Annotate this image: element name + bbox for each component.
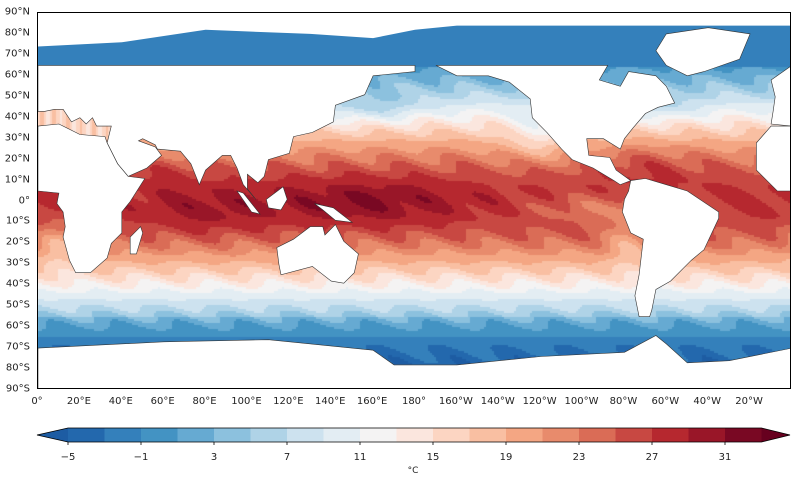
lon-tick-label: 40°W bbox=[693, 396, 722, 407]
lon-tick-label: 40°E bbox=[108, 396, 133, 407]
lat-tick-label: 0° bbox=[18, 195, 30, 206]
colorbar-segment bbox=[323, 428, 361, 442]
lon-tick-label: 160°E bbox=[356, 396, 388, 407]
lon-tick-label: 60°W bbox=[651, 396, 680, 407]
land-antarctica bbox=[38, 335, 790, 388]
land-eurasia bbox=[38, 65, 416, 200]
colorbar-outline bbox=[36, 427, 791, 443]
lat-tick-label: 20°S bbox=[5, 236, 30, 248]
lat-tick-label: 50°S bbox=[5, 299, 30, 311]
lat-tick-label: 80°S bbox=[5, 362, 30, 374]
colorbar-tick-label: 11 bbox=[353, 452, 367, 463]
lat-tick-label: 30°N bbox=[4, 132, 30, 144]
colorbar-segment bbox=[579, 428, 616, 442]
lon-tick-label: 0° bbox=[31, 396, 43, 407]
land-australia bbox=[276, 223, 359, 284]
lat-tick-label: 30°S bbox=[5, 257, 30, 269]
lon-tick-label: 120°W bbox=[522, 396, 557, 407]
land-greenland bbox=[655, 27, 751, 77]
colorbar-tick-label: 31 bbox=[718, 452, 732, 463]
lon-tick-label: 100°E bbox=[231, 396, 262, 407]
colorbar-segment bbox=[250, 428, 288, 442]
colorbar-unit-label: °C bbox=[407, 466, 419, 476]
colorbar-tick-label: 15 bbox=[426, 452, 440, 463]
lon-tick-label: 80°W bbox=[609, 396, 638, 407]
lat-tick-label: 40°S bbox=[5, 278, 30, 290]
colorbar-segment bbox=[214, 428, 251, 442]
lat-tick-label: 20°N bbox=[4, 153, 30, 165]
lon-tick-label: 140°E bbox=[315, 396, 346, 407]
colorbar-under-arrow bbox=[37, 428, 68, 442]
colorbar-tick-label: 3 bbox=[210, 452, 218, 463]
lon-tick-label: 80°E bbox=[192, 396, 217, 407]
colorbar-segment bbox=[615, 428, 653, 442]
lat-tick-label: 40°N bbox=[4, 111, 30, 123]
colorbar-segment bbox=[469, 428, 507, 442]
colorbar-segment bbox=[104, 428, 142, 442]
colorbar-segment bbox=[287, 428, 324, 442]
lat-tick-label: 90°N bbox=[4, 6, 30, 18]
lat-tick-label: 80°N bbox=[4, 27, 30, 39]
lon-tick-label: 160°W bbox=[438, 396, 473, 407]
colorbar-segment bbox=[433, 428, 470, 442]
land-africa-west bbox=[756, 125, 790, 192]
lat-tick-label: 70°N bbox=[4, 48, 30, 60]
colorbar-tick-label: −5 bbox=[60, 452, 76, 463]
colorbar-segment bbox=[725, 428, 762, 442]
colorbar-tick-label: 7 bbox=[283, 452, 291, 463]
colorbar-segment bbox=[542, 428, 580, 442]
colorbar-segment bbox=[360, 428, 397, 442]
land-madagascar bbox=[129, 226, 144, 255]
lat-tick-label: 10°S bbox=[5, 215, 30, 227]
land-africa bbox=[38, 123, 146, 274]
colorbar-segment bbox=[652, 428, 689, 442]
lat-tick-label: 10°N bbox=[4, 174, 30, 186]
colorbar-over-arrow bbox=[761, 428, 790, 442]
colorbar-segment bbox=[396, 428, 434, 442]
lon-tick-label: 180° bbox=[401, 396, 427, 407]
lon-tick-label: 20°E bbox=[66, 396, 91, 407]
land-sumatra bbox=[236, 190, 261, 215]
land-borneo bbox=[265, 186, 288, 211]
lon-tick-label: 60°E bbox=[150, 396, 175, 407]
colorbar-segment bbox=[177, 428, 215, 442]
lon-tick-label: 120°E bbox=[273, 396, 304, 407]
land-south-america bbox=[622, 178, 720, 318]
land-north-america bbox=[435, 65, 676, 186]
colorbar-segment bbox=[506, 428, 543, 442]
lat-tick-label: 50°N bbox=[4, 90, 30, 102]
lat-tick-label: 60°N bbox=[4, 69, 30, 81]
lat-tick-label: 60°S bbox=[5, 320, 30, 332]
lat-tick-label: 90°S bbox=[5, 383, 30, 395]
map-panel bbox=[37, 12, 791, 389]
colorbar-tick-label: 23 bbox=[572, 452, 586, 463]
lon-tick-label: 140°W bbox=[480, 396, 515, 407]
land-europe-west bbox=[770, 66, 790, 127]
colorbar-segment bbox=[68, 428, 105, 442]
lon-tick-label: 100°W bbox=[564, 396, 599, 407]
lat-tick-label: 70°S bbox=[5, 341, 30, 353]
coastlines-land bbox=[38, 13, 790, 388]
colorbar-tick-label: 19 bbox=[499, 452, 513, 463]
colorbar-tick-label: −1 bbox=[133, 452, 149, 463]
land-new-guinea bbox=[314, 203, 354, 223]
land-arctic-top bbox=[38, 13, 790, 47]
colorbar-segment bbox=[688, 428, 726, 442]
colorbar-segment bbox=[141, 428, 178, 442]
lon-tick-label: 20°W bbox=[735, 396, 763, 407]
colorbar-tick-label: 27 bbox=[645, 452, 659, 463]
